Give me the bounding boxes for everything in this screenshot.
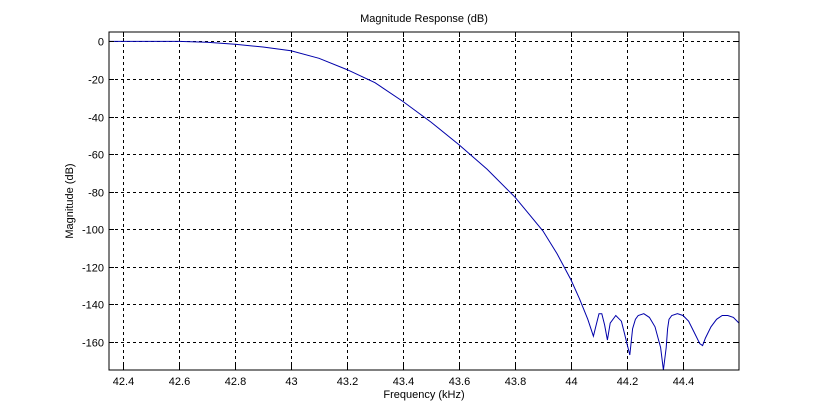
y-tick-label: -60 xyxy=(88,150,104,162)
tick-labels: 42.4 42.6 42.8 43 43.2 43.4 43.6 43.8 44 44.2 44.4… xyxy=(82,37,694,389)
x-tick-label: 44.2 xyxy=(617,376,638,388)
chart-title: Magnitude Response (dB) xyxy=(360,13,488,25)
y-tick-label: -100 xyxy=(82,225,104,237)
x-tick-label: 43.8 xyxy=(505,376,526,388)
x-tick-label: 42.6 xyxy=(169,376,190,388)
grid-lines xyxy=(109,32,739,370)
tick-marks xyxy=(109,32,739,370)
x-tick-label: 43.2 xyxy=(337,376,358,388)
plot-background xyxy=(109,32,739,370)
y-tick-label: 0 xyxy=(98,37,104,49)
series-layer xyxy=(109,40,740,371)
plot-frame xyxy=(108,31,740,371)
y-tick-label: -140 xyxy=(82,300,104,312)
x-tick-label: 42.4 xyxy=(113,376,134,388)
y-tick-label: -20 xyxy=(88,75,104,87)
y-tick-label: -120 xyxy=(82,263,104,275)
x-tick-label: 43.4 xyxy=(393,376,414,388)
x-axis-label: Frequency (kHz) xyxy=(383,389,464,401)
y-tick-label: -160 xyxy=(82,338,104,350)
x-tick-label: 43.6 xyxy=(449,376,470,388)
y-axis-label: Magnitude (dB) xyxy=(64,163,76,238)
x-tick-label: 44 xyxy=(565,376,577,388)
x-tick-label: 42.8 xyxy=(225,376,246,388)
y-tick-label: -40 xyxy=(88,113,104,125)
x-tick-label: 43 xyxy=(285,376,297,388)
x-tick-label: 44.4 xyxy=(673,376,694,388)
magnitude-series-line xyxy=(109,40,740,371)
y-tick-label: -80 xyxy=(88,188,104,200)
